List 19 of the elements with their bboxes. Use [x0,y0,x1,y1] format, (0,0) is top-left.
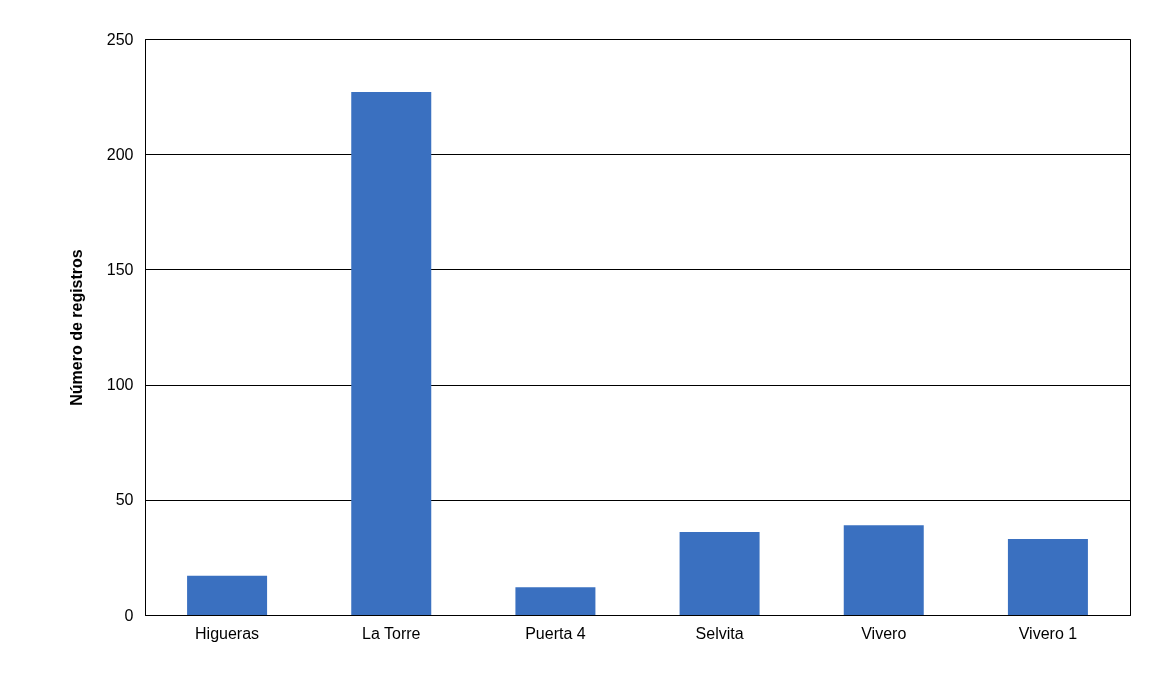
bar [351,91,432,615]
y-tick-label: 150 [106,260,134,278]
x-tick-label: Selvita [695,624,744,642]
bar [187,575,268,615]
bar [843,525,924,615]
x-tick-label: Vivero 1 [1018,624,1078,642]
x-tick-label: Higueras [195,624,260,642]
bar [1007,538,1088,615]
y-tick-label: 100 [106,376,134,394]
x-tick-label: La Torre [362,624,421,642]
y-tick-label: 250 [106,30,134,48]
bar [679,532,760,615]
y-tick-label: 50 [115,491,134,509]
bar [515,587,596,615]
y-tick-label: 0 [124,606,134,624]
x-tick-label: Vivero [861,624,907,642]
x-tick-label: Puerta 4 [525,624,586,642]
y-axis-title: Número de registros [67,249,85,406]
y-tick-label: 200 [106,145,134,163]
